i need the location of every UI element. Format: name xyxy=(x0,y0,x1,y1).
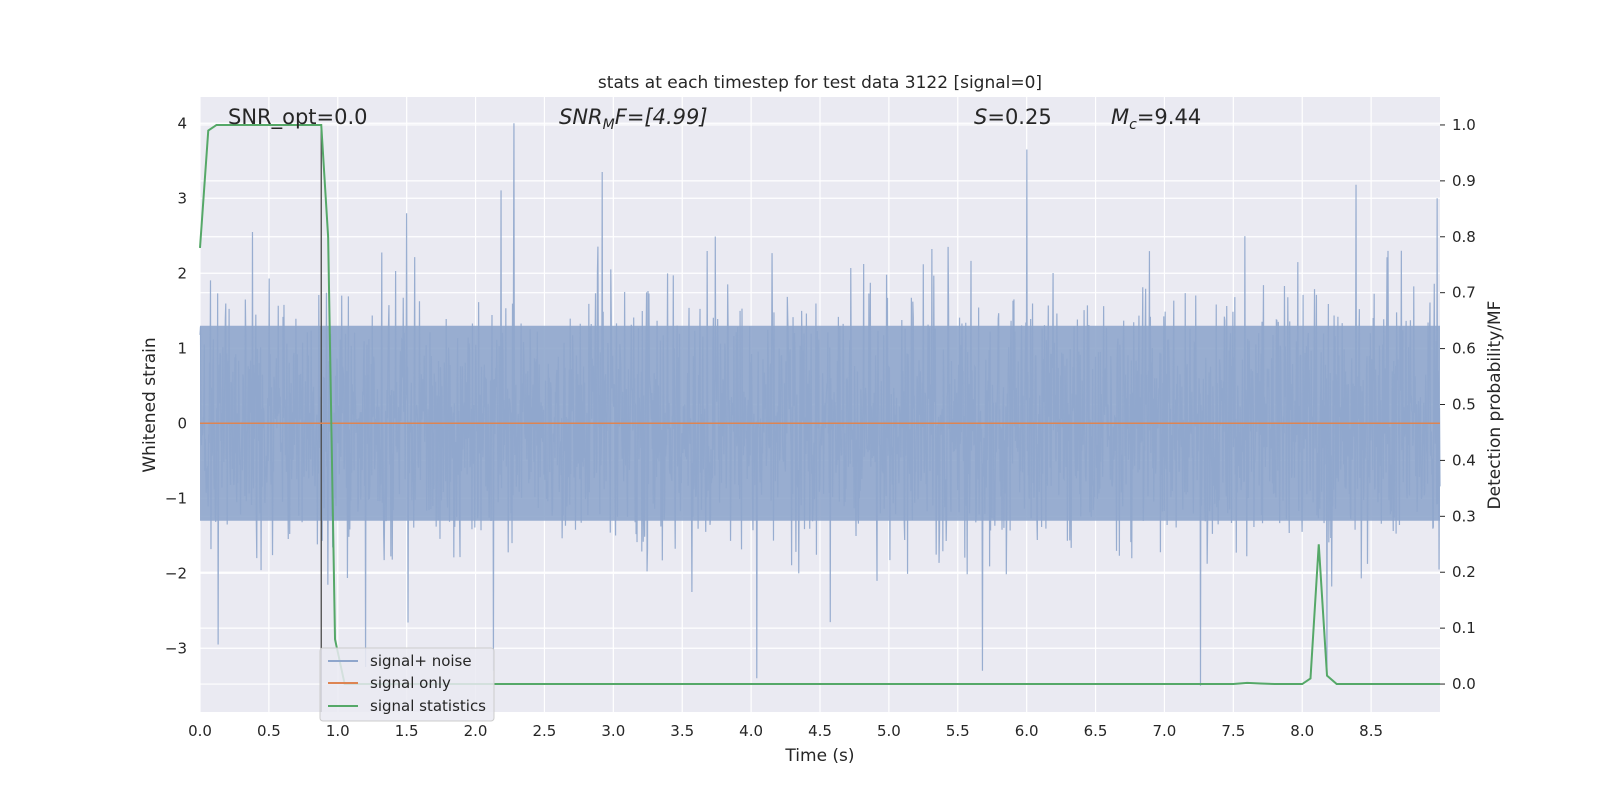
y-tick-label-left: 4 xyxy=(177,114,187,132)
y-tick-label-right: 0.5 xyxy=(1452,396,1476,414)
y-tick-label-right: 0.0 xyxy=(1452,675,1476,693)
annotation-mc: Mc=9.44 xyxy=(1111,105,1201,133)
y-axis-label-right: Detection probability/MF xyxy=(1485,301,1505,510)
legend: signal+ noise signal only signal statist… xyxy=(319,647,495,722)
x-axis-label: Time (s) xyxy=(784,746,854,766)
signal-statistics-line xyxy=(199,123,1440,686)
x-tick-label: 0.5 xyxy=(257,722,281,740)
x-tick-label: 1.5 xyxy=(395,722,419,740)
annotation-s-rest: =0.25 xyxy=(987,105,1051,129)
y-tick-label-left: 3 xyxy=(177,189,187,207)
tick-labels: 0.0 0.5 1.0 1.5 2.0 2.5 3.0 3.5 4.0 4.5 5.0 5.5 6.0 6… xyxy=(165,114,1476,740)
annotation-mc-main: M xyxy=(1111,105,1129,129)
y-tick-label-left: −2 xyxy=(165,564,187,582)
x-tick-label: 2.5 xyxy=(533,722,557,740)
x-tick-label: 4.5 xyxy=(808,722,832,740)
x-tick-label: 5.5 xyxy=(946,722,970,740)
x-tick-label: 3.5 xyxy=(670,722,694,740)
x-tick-label: 1.0 xyxy=(326,722,350,740)
chart-marks xyxy=(199,123,1440,712)
annotation-snr-mf-sub: M xyxy=(603,117,615,133)
x-tick-label: 8.0 xyxy=(1290,722,1314,740)
y-tick-label-right: 0.8 xyxy=(1452,228,1476,246)
annotation-snr-mf-main: SNR xyxy=(559,105,603,129)
annotation-mc-rest: =9.44 xyxy=(1137,105,1201,129)
y-tick-label-right: 0.9 xyxy=(1452,172,1476,190)
annotation-mc-sub: c xyxy=(1129,117,1137,133)
x-tick-label: 7.5 xyxy=(1221,722,1245,740)
y-tick-label-right: 0.2 xyxy=(1452,563,1476,581)
y-axis-label-left: Whitened strain xyxy=(140,337,160,472)
y-tick-label-left: −1 xyxy=(165,489,187,507)
y-tick-label-left: 2 xyxy=(177,264,187,282)
x-tick-label: 4.0 xyxy=(739,722,763,740)
x-tick-label: 5.0 xyxy=(877,722,901,740)
x-tick-label: 3.0 xyxy=(601,722,625,740)
signal-noise-line xyxy=(199,123,1441,686)
x-tick-label: 6.5 xyxy=(1084,722,1108,740)
annotation-s: S=0.25 xyxy=(974,105,1052,129)
legend-label-signal-statistics: signal statistics xyxy=(370,697,486,715)
y-tick-label-right: 0.6 xyxy=(1452,340,1476,358)
y-tick-label-left: 0 xyxy=(177,414,187,432)
x-tick-label: 0.0 xyxy=(188,722,212,740)
legend-label-signal-noise: signal+ noise xyxy=(370,652,472,670)
y-tick-label-right: 0.3 xyxy=(1452,507,1476,525)
x-tick-label: 2.0 xyxy=(464,722,488,740)
annotation-s-main: S xyxy=(974,105,987,129)
annotation-snr-opt: SNR_opt=0.0 xyxy=(228,105,368,130)
y-tick-label-left: −3 xyxy=(165,639,187,657)
x-tick-label: 6.0 xyxy=(1015,722,1039,740)
legend-label-signal-only: signal only xyxy=(370,674,451,692)
y-tick-label-left: 1 xyxy=(177,339,187,357)
y-tick-label-right: 0.7 xyxy=(1452,284,1476,302)
annotation-snr-mf-rest: F=[4.99] xyxy=(615,105,708,129)
x-tick-label: 7.0 xyxy=(1153,722,1177,740)
chart-title: stats at each timestep for test data 312… xyxy=(598,73,1042,93)
y-tick-label-right: 1.0 xyxy=(1452,116,1476,134)
y-tick-label-right: 0.1 xyxy=(1452,619,1476,637)
annotation-snr-mf: SNRMF=[4.99] xyxy=(559,105,708,133)
x-tick-label: 8.5 xyxy=(1359,722,1383,740)
y-tick-label-right: 0.4 xyxy=(1452,451,1476,469)
legend-box xyxy=(319,647,495,722)
